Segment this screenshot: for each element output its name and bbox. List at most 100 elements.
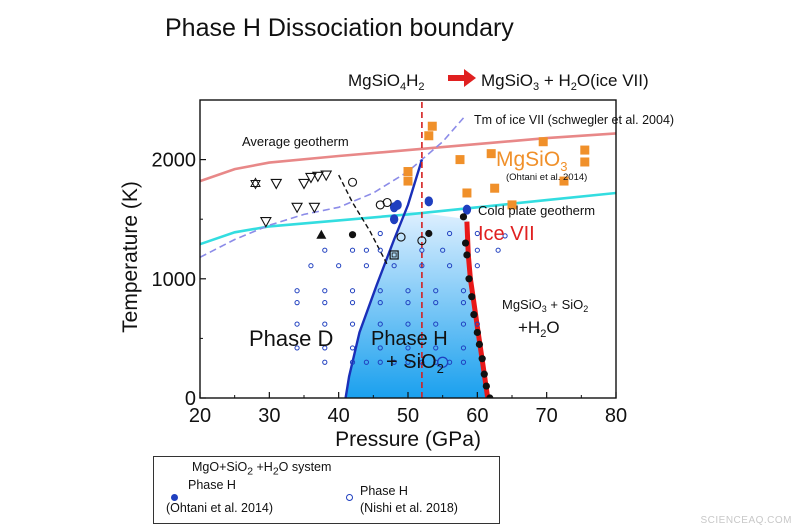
phase-h-region bbox=[345, 210, 488, 398]
open-triangle-point bbox=[311, 171, 324, 183]
label-mgsio3-base: MgSiO bbox=[496, 148, 560, 171]
y-axis-label: Temperature (K) bbox=[119, 181, 142, 333]
legend-ref-b: (Nishi et al. 2018) bbox=[360, 501, 458, 515]
open-blue-point bbox=[474, 321, 480, 327]
open-blue-point bbox=[349, 345, 356, 351]
x-tick-label: 70 bbox=[536, 405, 558, 427]
legend-system-text: MgO+SiO bbox=[192, 460, 248, 474]
open-blue-point bbox=[377, 247, 383, 253]
open-blue-point bbox=[294, 288, 300, 294]
reaction-right-sub1: 3 bbox=[533, 81, 539, 93]
label-tm-ice: Tm of ice VII (schwegler et al. 2004) bbox=[474, 113, 674, 127]
label-products-2-sub: 2 bbox=[540, 328, 546, 340]
filled-blue-point bbox=[389, 214, 399, 225]
plot-layer bbox=[200, 100, 616, 398]
open-square-point bbox=[389, 250, 399, 260]
filled-black-point bbox=[475, 340, 484, 348]
filled-black-point bbox=[480, 370, 488, 378]
chart-title: Phase H Dissociation boundary bbox=[165, 14, 514, 42]
orange-square-point bbox=[507, 200, 517, 210]
legend-system: MgO+SiO2 +H2O system bbox=[192, 460, 331, 478]
x-tick-label: 20 bbox=[189, 405, 211, 427]
filled-black-point bbox=[425, 229, 433, 238]
open-black-circle bbox=[382, 197, 392, 208]
legend-system-sub: 2 bbox=[247, 466, 254, 478]
filled-black-point bbox=[465, 275, 473, 283]
open-blue-point bbox=[336, 263, 342, 269]
reaction-left-sub1: 4 bbox=[400, 81, 406, 93]
open-blue-point bbox=[495, 247, 501, 253]
open-blue-point bbox=[474, 230, 480, 237]
open-blue-point bbox=[349, 359, 356, 365]
open-blue-point bbox=[474, 247, 480, 253]
filled-black-point bbox=[478, 355, 486, 363]
label-products-1-sub: 3 bbox=[542, 304, 547, 314]
label-mgsio3: MgSiO3 bbox=[496, 148, 567, 174]
open-blue-point bbox=[440, 247, 446, 253]
y-tick-label: 2000 bbox=[152, 150, 197, 172]
open-blue-point bbox=[294, 321, 300, 327]
open-blue-point bbox=[405, 345, 411, 351]
open-blue-point bbox=[391, 359, 397, 365]
open-blue-point bbox=[433, 345, 439, 351]
open-blue-point bbox=[460, 321, 467, 327]
tm-ice-vii-line bbox=[200, 117, 465, 259]
open-blue-point bbox=[322, 359, 328, 365]
orange-square-point bbox=[580, 145, 590, 155]
reaction-arrow-icon bbox=[448, 69, 476, 87]
filled-black-point bbox=[473, 328, 481, 337]
label-ice-vii: Ice VII bbox=[478, 223, 535, 245]
legend-system-rest: +H bbox=[253, 460, 273, 474]
legend-system-end: O system bbox=[278, 460, 332, 474]
open-blue-point bbox=[363, 359, 369, 365]
open-blue-point bbox=[433, 300, 439, 306]
label-phase-h: Phase H bbox=[371, 328, 448, 350]
legend-box: MgO+SiO2 +H2O system Phase H (Ohtani et … bbox=[153, 456, 500, 524]
orange-square-point bbox=[486, 149, 496, 159]
open-blue-point bbox=[322, 247, 328, 253]
open-blue-point bbox=[363, 263, 369, 269]
open-blue-point bbox=[460, 300, 467, 306]
filled-blue-point bbox=[462, 204, 472, 215]
y-tick-label: 0 bbox=[185, 388, 196, 410]
x-axis-label: Pressure (GPa) bbox=[335, 428, 481, 451]
open-blue-point bbox=[322, 345, 328, 351]
open-blue-point bbox=[391, 263, 397, 269]
open-triangle-point bbox=[270, 178, 283, 190]
open-blue-point bbox=[377, 230, 383, 237]
open-blue-point bbox=[405, 288, 411, 294]
open-blue-point bbox=[294, 300, 300, 306]
orange-square-point bbox=[455, 155, 465, 165]
x-tick-label: 40 bbox=[328, 405, 350, 427]
orange-square-point bbox=[580, 157, 590, 167]
label-phase-d: Phase D bbox=[249, 326, 333, 351]
open-blue-point bbox=[474, 263, 480, 269]
cold-plate-geotherm-line bbox=[200, 191, 616, 246]
reaction-right-plus: + H bbox=[539, 71, 571, 90]
open-triangle-point bbox=[320, 170, 333, 182]
label-products-1-sub2: 2 bbox=[583, 304, 588, 314]
orange-square-point bbox=[403, 167, 413, 177]
open-black-circle bbox=[417, 236, 427, 246]
filled-blue-point bbox=[393, 199, 402, 210]
open-blue-point bbox=[405, 359, 411, 365]
legend-phase-a: Phase H bbox=[188, 478, 236, 492]
x-tick-label: 80 bbox=[605, 405, 627, 427]
open-triangle-point bbox=[259, 217, 272, 228]
open-blue-point bbox=[377, 345, 383, 351]
label-sio2-sub: 2 bbox=[437, 361, 444, 376]
orange-square-point bbox=[403, 176, 413, 186]
open-blue-point bbox=[377, 288, 383, 294]
reaction-right-end: O(ice VII) bbox=[577, 71, 649, 90]
open-blue-point bbox=[419, 247, 425, 253]
open-blue-point bbox=[447, 263, 453, 269]
x-tick-label: 60 bbox=[466, 405, 488, 427]
star-down-icon bbox=[250, 179, 261, 190]
legend-open-dot-icon bbox=[346, 494, 353, 501]
open-blue-point bbox=[447, 230, 453, 237]
open-blue-point bbox=[433, 288, 439, 294]
legend-filled-dot-icon bbox=[171, 494, 178, 501]
filled-black-point bbox=[463, 251, 471, 259]
open-blue-point bbox=[377, 359, 383, 365]
label-products-1-rest: + SiO bbox=[547, 297, 584, 312]
